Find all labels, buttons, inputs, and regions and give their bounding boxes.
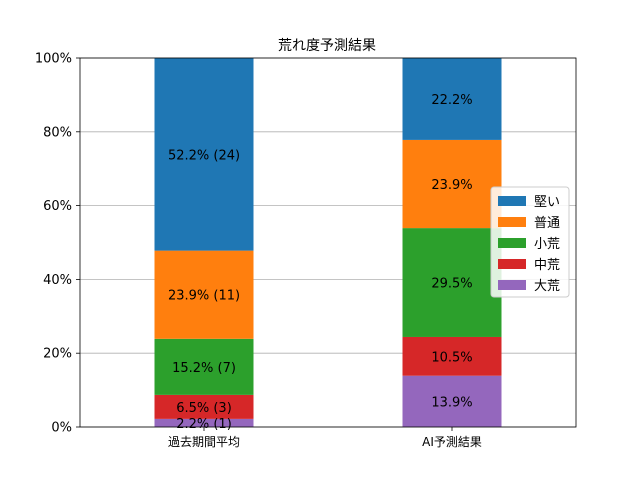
data-label: 23.9% [431, 178, 472, 193]
legend-swatch [498, 217, 526, 227]
data-label: 23.9% (11) [168, 289, 240, 304]
y-tick-label: 20% [43, 347, 72, 362]
legend-swatch [498, 259, 526, 269]
bar-segment [402, 375, 502, 427]
bar-segment [154, 338, 254, 395]
bar-segment [154, 394, 254, 419]
legend-box [490, 186, 570, 298]
data-label: 2.2% (1) [176, 417, 232, 432]
data-label: 52.2% (24) [168, 148, 240, 163]
data-label: 10.5% [431, 350, 472, 365]
data-label: 29.5% [431, 277, 472, 292]
x-tick-label: 過去期間平均 [168, 435, 240, 449]
legend-label: 普通 [534, 216, 560, 231]
bar-segment [402, 336, 502, 376]
y-tick-label: 0% [51, 421, 72, 436]
data-label: 6.5% (3) [176, 401, 232, 416]
y-tick-label: 40% [43, 273, 72, 288]
bar-segment [402, 228, 502, 337]
chart-title: 荒れ度予測結果 [278, 38, 376, 54]
bar-segment [402, 58, 502, 140]
legend-label: 小荒 [534, 237, 560, 252]
bar-segment [154, 58, 254, 251]
bar-segment [402, 139, 502, 229]
legend-label: 中荒 [534, 258, 560, 273]
bar-segment [154, 250, 254, 339]
data-label: 15.2% (7) [172, 361, 236, 376]
data-label: 22.2% [431, 93, 472, 108]
y-tick-label: 100% [35, 52, 72, 67]
legend-swatch [498, 238, 526, 248]
legend-label: 堅い [534, 195, 560, 210]
data-label: 13.9% [431, 395, 472, 410]
bar-segment [154, 418, 254, 427]
plot-frame [79, 57, 577, 428]
legend-label: 大荒 [534, 279, 560, 294]
legend-swatch [498, 280, 526, 290]
y-tick-label: 80% [43, 125, 72, 140]
legend-swatch [498, 196, 526, 206]
x-tick-label: AI予測結果 [422, 435, 482, 449]
y-tick-label: 60% [43, 199, 72, 214]
